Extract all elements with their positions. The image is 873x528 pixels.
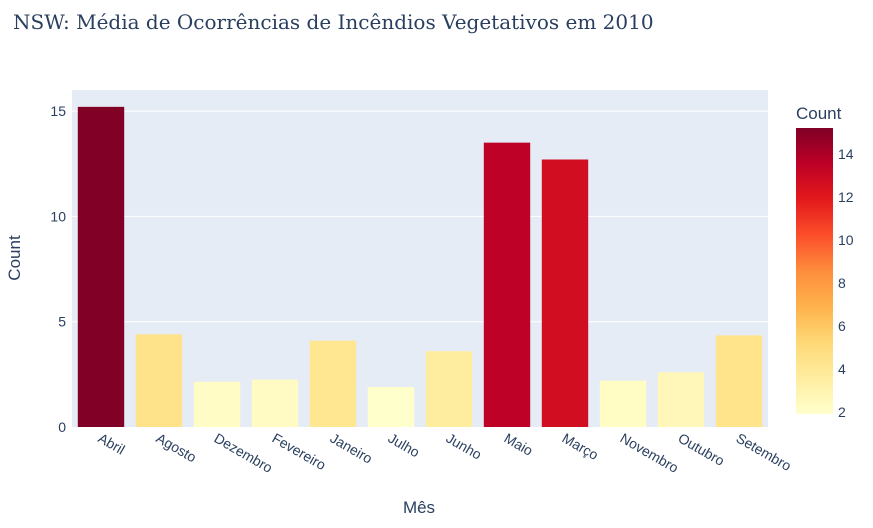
bar-abril <box>77 106 125 427</box>
bar-fevereiro <box>251 379 299 427</box>
x-tick-label: Julho <box>386 430 423 461</box>
x-tick-label: Dezembro <box>212 430 276 476</box>
x-tick-label: Setembro <box>734 430 795 474</box>
bar-julho <box>367 386 415 427</box>
colorbar-ticks: 2 4 6 8 10 12 14 <box>838 146 854 420</box>
colorbar-tick-label: 10 <box>838 232 854 248</box>
y-tick-label: 0 <box>58 419 66 435</box>
x-tick-label: Abril <box>96 430 128 458</box>
x-axis-title: Mês <box>403 498 435 517</box>
y-tick-label: 5 <box>58 314 66 330</box>
x-tick-label: Agosto <box>154 430 200 466</box>
x-tick-label: Março <box>560 430 602 463</box>
y-axis-title: Count <box>5 235 24 281</box>
colorbar <box>796 128 833 414</box>
y-tick-label: 15 <box>50 103 66 119</box>
plot-area <box>72 90 768 427</box>
x-tick-label: Janeiro <box>328 430 376 467</box>
grid-lines <box>72 110 768 323</box>
x-tick-label: Junho <box>444 430 485 463</box>
bar-dezembro <box>193 381 241 427</box>
y-axis-ticks: 0 5 10 15 <box>50 103 66 435</box>
bar-agosto <box>135 334 183 427</box>
colorbar-tick-label: 14 <box>838 146 854 162</box>
x-tick-label: Outubro <box>676 430 728 469</box>
colorbar-title: Count <box>796 104 842 123</box>
chart-title: NSW: Média de Ocorrências de Incêndios V… <box>13 10 654 34</box>
bar-outubro <box>657 372 705 427</box>
colorbar-tick-label: 4 <box>838 361 846 377</box>
colorbar-tick-label: 6 <box>838 318 846 334</box>
colorbar-tick-label: 2 <box>838 404 846 420</box>
bars <box>77 106 763 427</box>
bar-maio <box>483 142 531 427</box>
colorbar-tick-label: 12 <box>838 189 854 205</box>
x-tick-label: Maio <box>502 430 536 459</box>
x-tick-label: Novembro <box>618 430 682 476</box>
x-tick-label: Fevereiro <box>270 430 329 474</box>
y-tick-label: 10 <box>50 208 66 224</box>
bar-novembro <box>599 380 647 427</box>
bar-setembro <box>715 335 763 427</box>
bar-janeiro <box>309 340 357 427</box>
bar-junho <box>425 351 473 427</box>
colorbar-tick-label: 8 <box>838 275 846 291</box>
bar-março <box>541 159 589 427</box>
